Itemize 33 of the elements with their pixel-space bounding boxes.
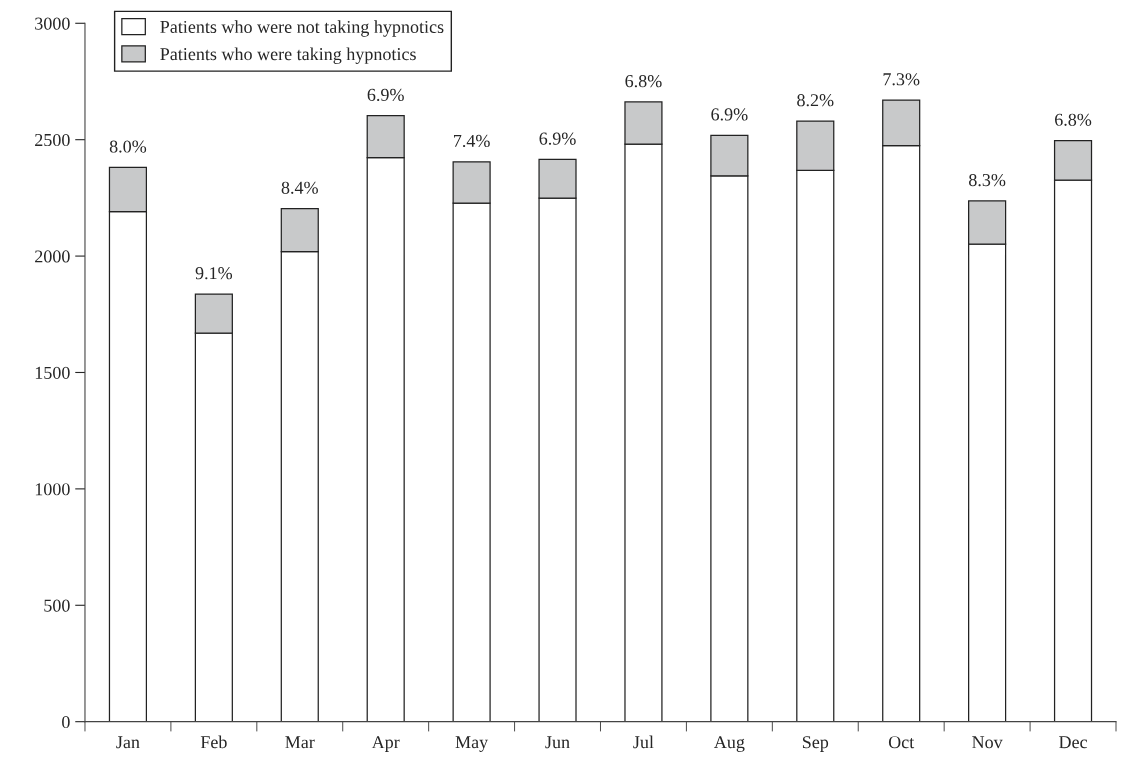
annotation: 6.9% xyxy=(711,108,748,121)
x-tick-label: Mar xyxy=(285,736,315,749)
annotation: 6.8% xyxy=(625,75,662,88)
x-tick-label: Jun xyxy=(545,736,570,749)
legend-label: Patients who were not taking hypnotics xyxy=(160,20,444,37)
annotation: 6.9% xyxy=(367,88,404,101)
x-tick-label: Aug xyxy=(714,736,745,752)
annotation: 6.8% xyxy=(1055,113,1092,126)
legend-label: Patients who were taking hypnotics xyxy=(160,47,416,64)
x-tick-label: Apr xyxy=(371,736,400,752)
y-tick-label: 1500 xyxy=(35,366,70,379)
x-tick-label: Sep xyxy=(802,736,829,752)
y-tick-label: 3000 xyxy=(35,17,70,30)
x-tick-label: May xyxy=(455,736,489,752)
annotation: 7.3% xyxy=(883,73,920,86)
y-tick-label: 2000 xyxy=(35,250,70,263)
y-tick-label: 1000 xyxy=(35,483,70,496)
y-tick-label: 0 xyxy=(62,715,70,729)
annotation: 8.3% xyxy=(969,173,1006,187)
annotation: 9.1% xyxy=(195,267,233,280)
x-tick-label: Jan xyxy=(116,736,140,749)
annotation: 7.4% xyxy=(454,134,490,148)
annotation: 6.9% xyxy=(539,132,576,145)
y-tick-label: 2500 xyxy=(35,133,70,147)
y-tick-label: 500 xyxy=(44,599,70,612)
x-tick-label: Feb xyxy=(200,735,227,749)
x-tick-label: Nov xyxy=(972,736,1003,749)
annotation: 8.0% xyxy=(109,140,147,153)
annotation: 8.4% xyxy=(281,181,318,194)
x-tick-label: Jul xyxy=(633,735,654,749)
x-tick-label: Dec xyxy=(1059,736,1088,749)
x-tick-label: Oct xyxy=(888,736,915,749)
annotation: 8.2% xyxy=(797,94,834,107)
